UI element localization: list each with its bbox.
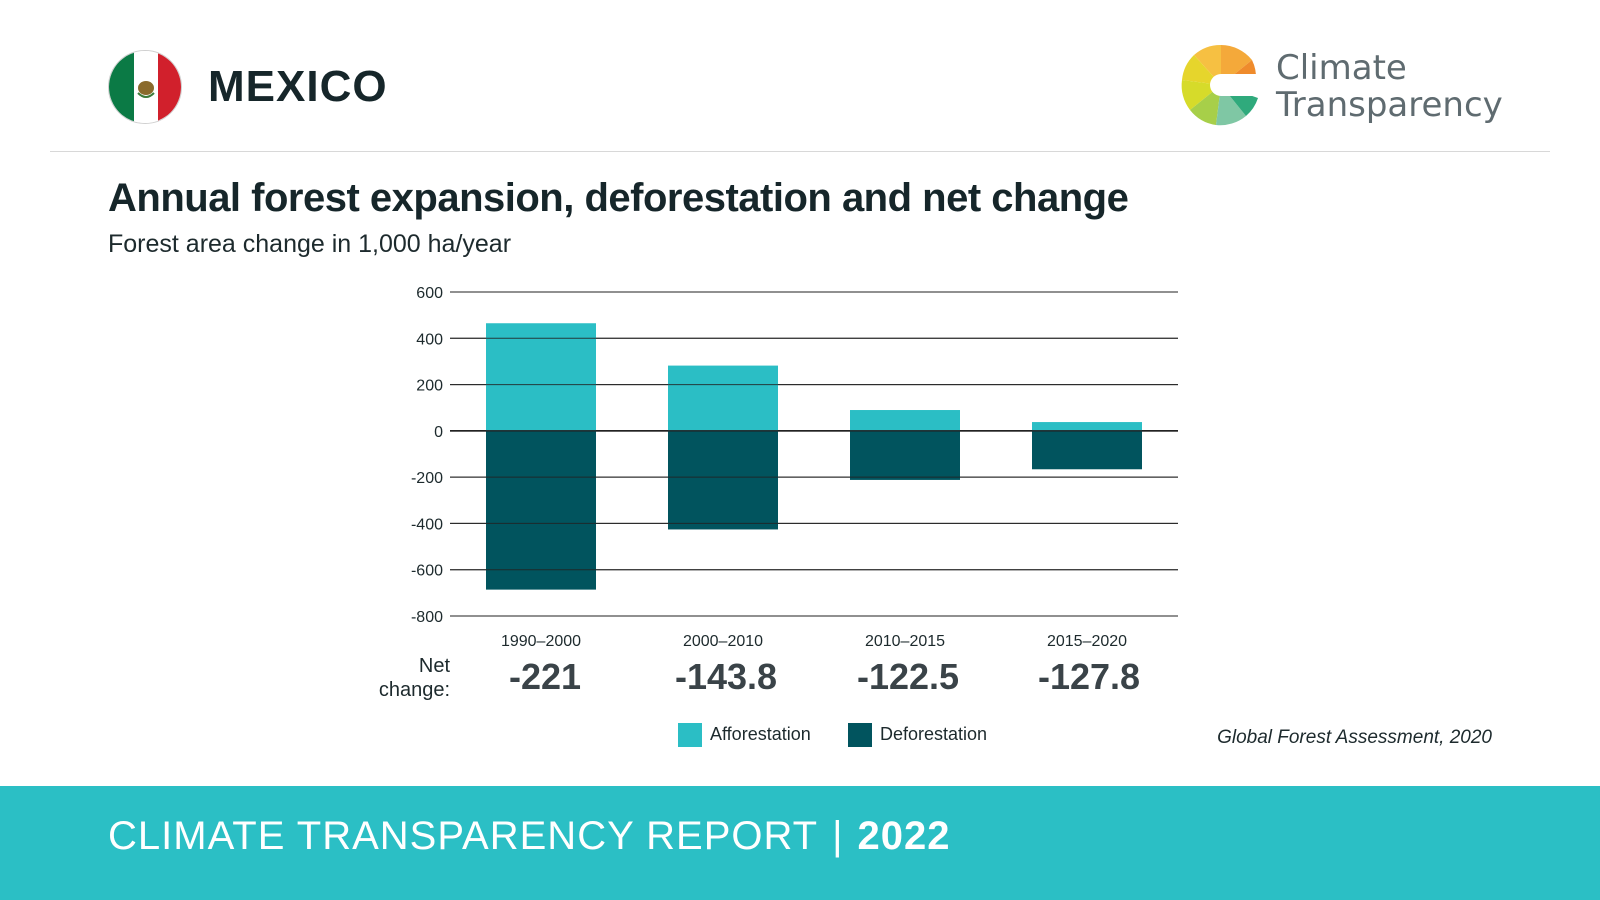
bar-deforestation xyxy=(486,430,596,590)
bar-deforestation xyxy=(668,430,778,530)
chart-subtitle: Forest area change in 1,000 ha/year xyxy=(108,230,512,258)
net-change-value: -221 xyxy=(508,656,582,697)
x-tick-label: 2010–2015 xyxy=(865,633,945,650)
mexico-flag-icon xyxy=(108,50,182,124)
bar-afforestation xyxy=(668,365,778,431)
brand-name: Climate Transparency xyxy=(1276,50,1503,124)
footer-title: CLIMATE TRANSPARENCY REPORT | 2022 xyxy=(108,814,950,859)
y-tick-label: 0 xyxy=(434,424,443,441)
source-note: Global Forest Assessment, 2020 xyxy=(1217,727,1492,748)
bar-afforestation xyxy=(850,410,960,431)
legend-swatch-deforestation xyxy=(848,723,872,747)
brand-name-line1: Climate xyxy=(1276,48,1407,88)
legend-label-afforestation: Afforestation xyxy=(710,724,811,744)
header-divider xyxy=(50,151,1550,152)
x-tick-label: 2000–2010 xyxy=(683,633,763,650)
footer-report-name: CLIMATE TRANSPARENCY REPORT xyxy=(108,814,819,858)
bar-deforestation xyxy=(850,430,960,480)
chart-title: Annual forest expansion, deforestation a… xyxy=(108,176,1129,220)
y-tick-label: -800 xyxy=(411,609,443,626)
y-tick-label: -200 xyxy=(411,470,443,487)
net-change-label: Net change: xyxy=(350,654,450,702)
x-tick-label: 2015–2020 xyxy=(1047,633,1127,650)
net-change-label-line2: change: xyxy=(378,679,450,701)
footer-year: 2022 xyxy=(857,814,951,858)
legend-swatch-afforestation xyxy=(678,723,702,747)
climate-transparency-logo-icon xyxy=(1176,40,1266,130)
y-tick-label: 600 xyxy=(416,285,443,302)
net-change-value: -122.5 xyxy=(856,656,960,697)
footer-banner: CLIMATE TRANSPARENCY REPORT | 2022 xyxy=(0,786,1600,900)
legend-label-deforestation: Deforestation xyxy=(880,724,988,744)
y-tick-label: -400 xyxy=(411,516,443,533)
header: MEXICO Climate Transparency xyxy=(0,0,1600,150)
bar-afforestation xyxy=(1032,422,1142,431)
bar-chart: 600 400 200 0 -200 -400 -600 -800 1990–2000 2000–… xyxy=(411,285,1178,650)
net-change-value: -127.8 xyxy=(1037,656,1141,697)
brand-name-line2: Transparency xyxy=(1276,85,1503,125)
bar-deforestation xyxy=(1032,430,1142,470)
x-tick-label: 1990–2000 xyxy=(501,633,581,650)
y-tick-label: 200 xyxy=(416,378,443,395)
footer-separator: | xyxy=(832,814,844,858)
bar-afforestation xyxy=(486,323,596,431)
y-tick-label: -600 xyxy=(411,563,443,580)
y-tick-label: 400 xyxy=(416,331,443,348)
net-change-label-line1: Net xyxy=(418,655,450,677)
net-change-value: -143.8 xyxy=(674,656,778,697)
country-name: MEXICO xyxy=(208,62,388,111)
